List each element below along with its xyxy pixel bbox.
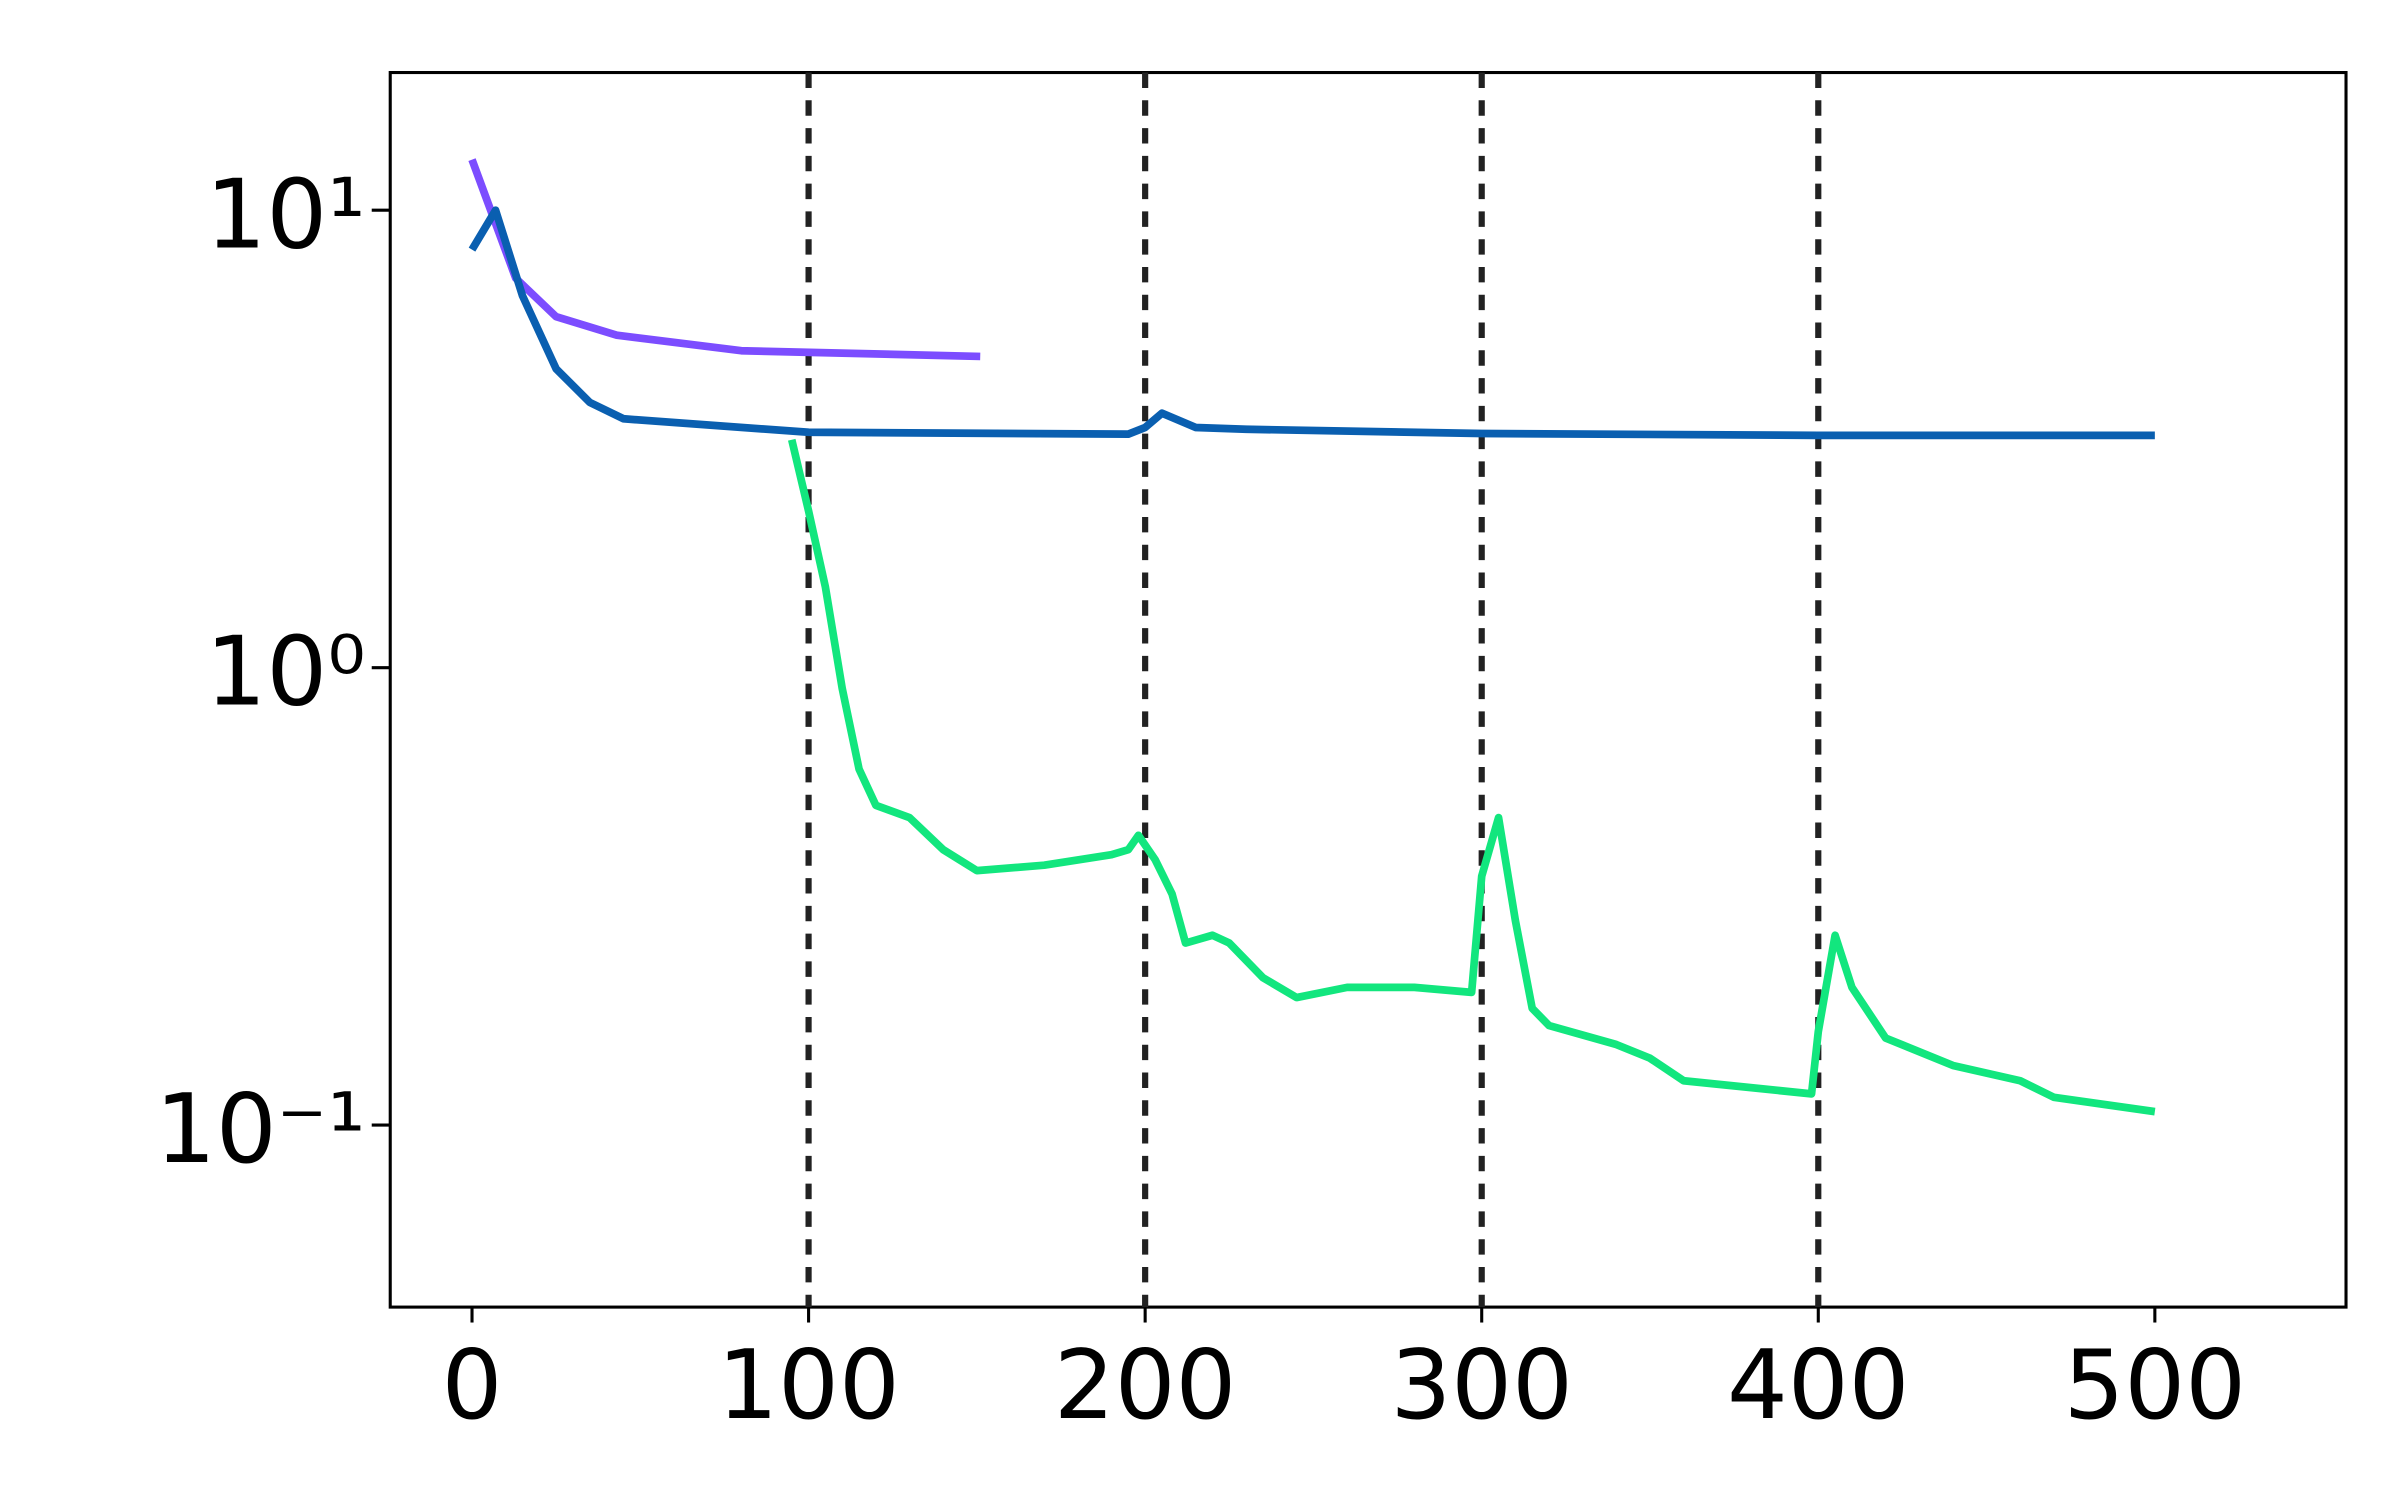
y-tick-label: 10⁰	[206, 616, 366, 728]
y-tick-label: 10¹	[206, 158, 366, 270]
data-line	[468, 206, 2155, 440]
x-tick-label: 400	[1727, 1329, 1910, 1441]
x-tick-label: 0	[442, 1329, 503, 1441]
data-line	[468, 158, 981, 361]
plot-frame	[388, 70, 2348, 1309]
x-tick-label: 300	[1390, 1329, 1573, 1441]
x-tick-label: 200	[1054, 1329, 1237, 1441]
x-tick-label: 500	[2064, 1329, 2247, 1441]
data-line	[788, 438, 2156, 1116]
y-tick-label: 10⁻¹	[155, 1073, 365, 1185]
x-tick-label: 100	[717, 1329, 900, 1441]
